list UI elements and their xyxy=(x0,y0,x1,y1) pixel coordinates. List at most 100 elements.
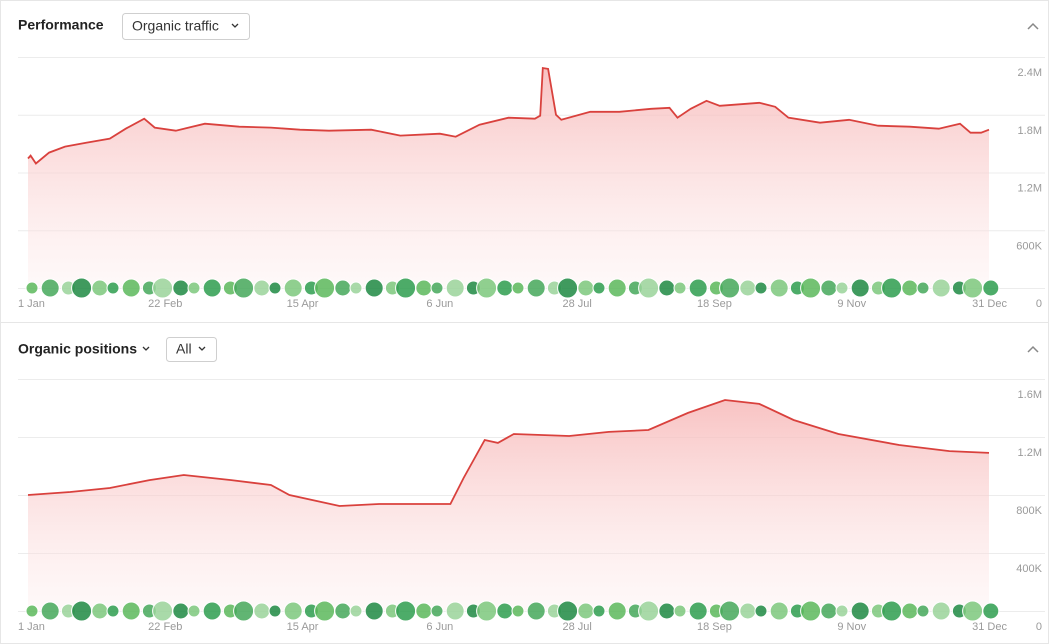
event-marker xyxy=(395,600,417,622)
collapse-button[interactable] xyxy=(1027,345,1039,353)
event-marker xyxy=(121,278,141,298)
dropdown[interactable] xyxy=(166,337,217,362)
dropdown-chevron xyxy=(198,346,206,351)
event-marker xyxy=(769,601,789,621)
line xyxy=(27,66,990,165)
event-marker xyxy=(364,601,384,621)
event-marker xyxy=(71,277,93,299)
event-marker xyxy=(430,604,444,618)
event-marker xyxy=(800,277,822,299)
y-tick-label: 600K xyxy=(1016,240,1042,252)
event-marker xyxy=(658,279,676,297)
event-marker xyxy=(187,604,201,618)
event-marker xyxy=(476,277,498,299)
event-marker xyxy=(445,278,465,298)
y-tick-label: 0 xyxy=(1036,298,1042,310)
event-marker xyxy=(526,601,546,621)
event-marker xyxy=(800,600,822,622)
event-marker xyxy=(106,281,120,295)
x-tick-label: 22 Feb xyxy=(148,621,182,633)
event-marker xyxy=(901,602,919,620)
event-marker xyxy=(739,602,757,620)
event-marker xyxy=(268,604,282,618)
event-marker xyxy=(607,601,627,621)
collapse-button[interactable] xyxy=(1027,22,1039,30)
event-marker xyxy=(982,602,1000,620)
event-marker xyxy=(511,604,525,618)
x-tick-label: 1 Jan xyxy=(18,298,45,310)
event-marker xyxy=(881,600,903,622)
event-marker xyxy=(172,602,190,620)
event-marker xyxy=(314,277,336,299)
event-marker xyxy=(233,600,255,622)
area-fill xyxy=(28,400,989,611)
event-marker xyxy=(445,601,465,621)
event-marker xyxy=(172,279,190,297)
x-tick-label: 31 Dec xyxy=(972,621,1007,633)
x-tick-label: 22 Feb xyxy=(148,298,182,310)
event-marker xyxy=(526,278,546,298)
event-marker xyxy=(25,604,39,618)
event-marker xyxy=(557,600,579,622)
event-marker xyxy=(91,602,109,620)
event-marker xyxy=(268,281,282,295)
event-marker xyxy=(253,602,271,620)
event-marker xyxy=(25,281,39,295)
event-marker xyxy=(415,602,433,620)
y-tick-label: 1.2M xyxy=(1018,183,1042,195)
x-tick-label: 18 Sep xyxy=(697,621,732,633)
event-marker xyxy=(719,600,741,622)
x-tick-label: 6 Jun xyxy=(426,298,453,310)
event-marker xyxy=(982,279,1000,297)
dropdown[interactable] xyxy=(122,13,250,40)
panel-title: Performance xyxy=(18,17,104,33)
event-marker xyxy=(739,279,757,297)
event-marker xyxy=(688,278,708,298)
event-marker xyxy=(719,277,741,299)
y-tick-label: 2.4M xyxy=(1018,67,1042,79)
event-marker xyxy=(962,277,984,299)
event-marker xyxy=(577,602,595,620)
event-marker xyxy=(850,601,870,621)
event-marker xyxy=(931,278,951,298)
event-marker xyxy=(577,279,595,297)
line xyxy=(27,399,990,507)
event-marker xyxy=(673,281,687,295)
dropdown-label[interactable]: All xyxy=(176,341,192,357)
event-marker xyxy=(850,278,870,298)
event-marker xyxy=(511,281,525,295)
event-marker xyxy=(395,277,417,299)
title-chevron[interactable] xyxy=(142,346,150,351)
event-marker xyxy=(106,604,120,618)
event-marker xyxy=(415,279,433,297)
event-marker xyxy=(121,601,141,621)
event-marker xyxy=(638,277,660,299)
event-marker xyxy=(673,604,687,618)
event-marker xyxy=(881,277,903,299)
event-marker xyxy=(283,601,303,621)
event-marker xyxy=(820,602,838,620)
y-tick-label: 1.2M xyxy=(1018,447,1042,459)
event-marker xyxy=(40,601,60,621)
event-marker xyxy=(202,601,222,621)
event-marker xyxy=(916,604,930,618)
dropdown-label[interactable]: Organic traffic xyxy=(132,18,219,34)
event-marker xyxy=(314,600,336,622)
event-marker xyxy=(916,281,930,295)
x-tick-label: 18 Sep xyxy=(697,298,732,310)
event-marker xyxy=(754,281,768,295)
event-marker xyxy=(349,604,363,618)
event-marker xyxy=(688,601,708,621)
event-marker xyxy=(931,601,951,621)
event-marker xyxy=(202,278,222,298)
y-tick-label: 1.6M xyxy=(1018,389,1042,401)
area-fill xyxy=(28,68,989,288)
event-marker xyxy=(592,604,606,618)
event-marker xyxy=(557,277,579,299)
panel-title[interactable]: Organic positions xyxy=(18,341,137,357)
event-marker xyxy=(962,600,984,622)
y-tick-label: 400K xyxy=(1016,563,1042,575)
y-tick-label: 1.8M xyxy=(1018,125,1042,137)
event-marker xyxy=(835,281,849,295)
